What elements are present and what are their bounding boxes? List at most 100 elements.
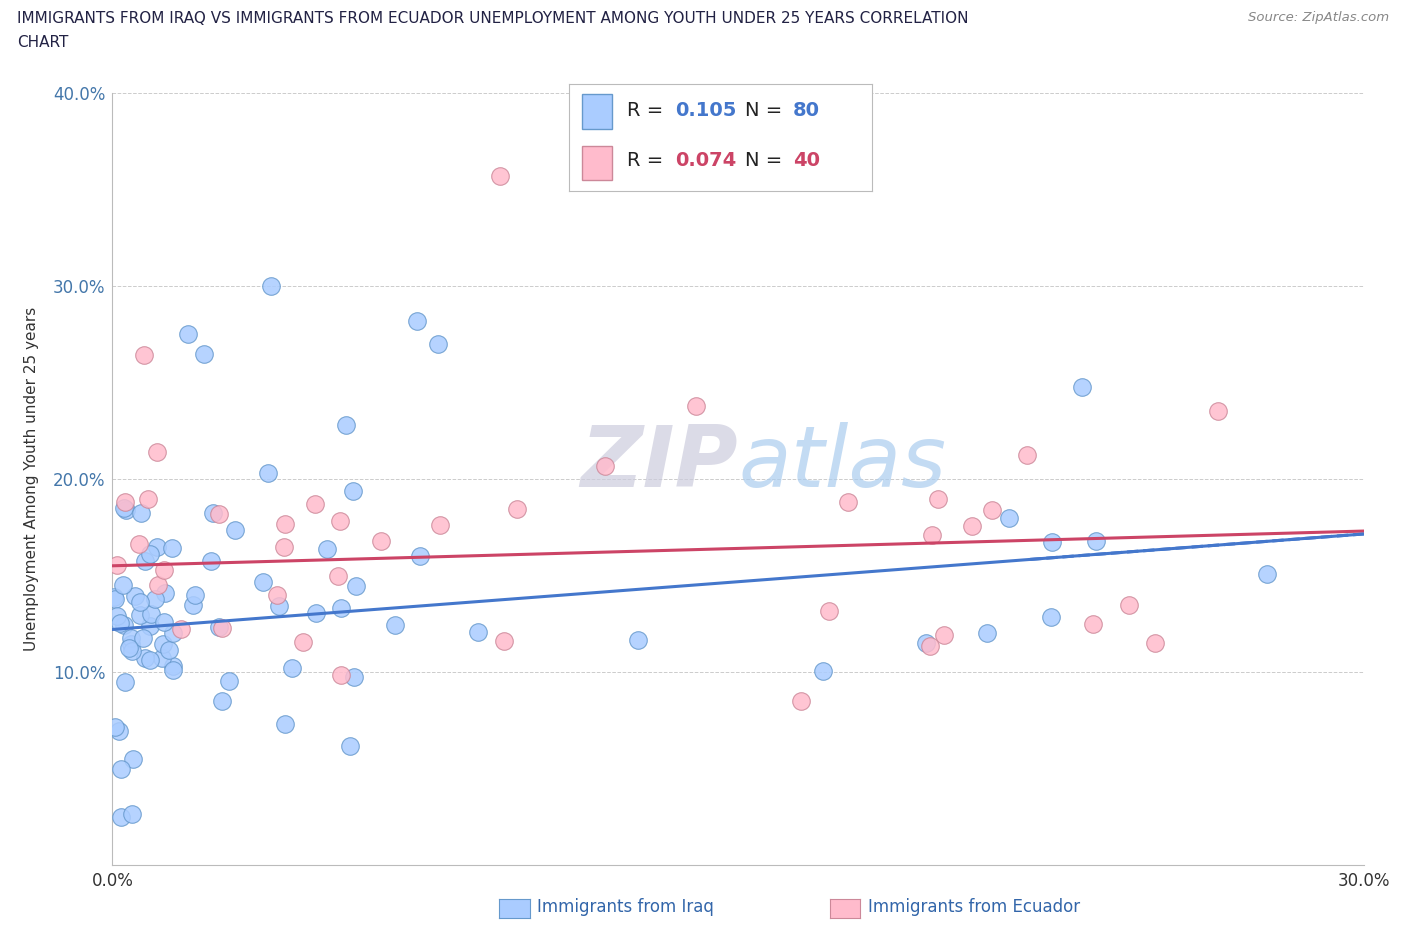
- Point: [114, 502, 136, 517]
- Point: [1015, 447, 1038, 462]
- Point: [105, 609, 128, 624]
- Point: [162, 663, 184, 678]
- Point: [1144, 635, 1167, 650]
- Point: [136, 491, 159, 506]
- Point: [257, 466, 280, 481]
- Text: R =: R =: [627, 151, 669, 169]
- Point: [120, 631, 142, 645]
- Text: IMMIGRANTS FROM IRAQ VS IMMIGRANTS FROM ECUADOR UNEMPLOYMENT AMONG YOUTH UNDER 2: IMMIGRANTS FROM IRAQ VS IMMIGRANTS FROM …: [17, 11, 969, 26]
- Point: [112, 500, 135, 515]
- Point: [208, 619, 231, 634]
- Point: [981, 502, 1004, 517]
- Point: [335, 418, 357, 432]
- Point: [329, 513, 352, 528]
- Point: [976, 625, 998, 640]
- Point: [218, 674, 240, 689]
- Point: [266, 588, 288, 603]
- Text: CHART: CHART: [17, 35, 69, 50]
- Point: [1071, 379, 1094, 394]
- Point: [139, 606, 162, 621]
- Text: 0.074: 0.074: [675, 151, 737, 169]
- Point: [593, 458, 616, 473]
- Point: [329, 668, 352, 683]
- Point: [110, 809, 132, 824]
- Point: [153, 586, 176, 601]
- Point: [274, 716, 297, 731]
- Point: [200, 553, 222, 568]
- Point: [274, 516, 297, 531]
- Point: [292, 635, 315, 650]
- Point: [685, 398, 707, 413]
- Point: [429, 518, 451, 533]
- Point: [120, 637, 142, 652]
- Point: [328, 568, 350, 583]
- Point: [305, 605, 328, 620]
- Point: [426, 337, 449, 352]
- Text: 40: 40: [793, 151, 820, 169]
- Point: [208, 507, 231, 522]
- Point: [932, 628, 955, 643]
- Point: [1256, 567, 1278, 582]
- Point: [132, 631, 155, 646]
- Text: Immigrants from Iraq: Immigrants from Iraq: [537, 897, 714, 916]
- Text: Immigrants from Ecuador: Immigrants from Ecuador: [868, 897, 1080, 916]
- Point: [104, 591, 127, 606]
- Point: [157, 643, 180, 658]
- Text: N =: N =: [745, 101, 789, 121]
- Point: [129, 506, 152, 521]
- Point: [103, 590, 125, 604]
- Point: [1042, 535, 1064, 550]
- Point: [918, 638, 941, 653]
- Point: [152, 636, 174, 651]
- Point: [211, 694, 233, 709]
- Point: [112, 618, 135, 632]
- Point: [252, 575, 274, 590]
- Point: [150, 650, 173, 665]
- Point: [1084, 534, 1107, 549]
- Point: [224, 523, 246, 538]
- Point: [160, 540, 183, 555]
- Point: [627, 632, 650, 647]
- Point: [184, 588, 207, 603]
- Text: N =: N =: [745, 151, 789, 169]
- Point: [273, 539, 295, 554]
- Point: [105, 557, 128, 572]
- Point: [1040, 610, 1063, 625]
- Point: [281, 661, 304, 676]
- Point: [162, 658, 184, 673]
- Bar: [582, 146, 612, 180]
- Point: [162, 626, 184, 641]
- Point: [138, 546, 160, 561]
- Point: [153, 563, 176, 578]
- Point: [342, 484, 364, 498]
- Point: [201, 506, 224, 521]
- Point: [110, 762, 132, 777]
- Text: 0.105: 0.105: [675, 101, 737, 121]
- Bar: [582, 94, 612, 128]
- Point: [915, 635, 938, 650]
- Point: [344, 578, 367, 593]
- Point: [960, 519, 983, 534]
- Point: [146, 539, 169, 554]
- Point: [211, 621, 233, 636]
- Point: [506, 502, 529, 517]
- Point: [339, 738, 361, 753]
- Point: [143, 591, 166, 606]
- Text: ZIP: ZIP: [581, 422, 738, 505]
- Point: [811, 663, 834, 678]
- Point: [121, 807, 143, 822]
- Point: [316, 541, 339, 556]
- Point: [146, 445, 169, 459]
- Point: [146, 578, 169, 592]
- Point: [1206, 404, 1229, 418]
- Point: [260, 279, 283, 294]
- Text: atlas: atlas: [738, 422, 946, 505]
- Point: [267, 599, 290, 614]
- Point: [790, 694, 813, 709]
- Point: [837, 495, 859, 510]
- Point: [489, 168, 512, 183]
- Point: [384, 618, 406, 632]
- Point: [107, 724, 129, 738]
- Point: [122, 751, 145, 766]
- Point: [1118, 598, 1140, 613]
